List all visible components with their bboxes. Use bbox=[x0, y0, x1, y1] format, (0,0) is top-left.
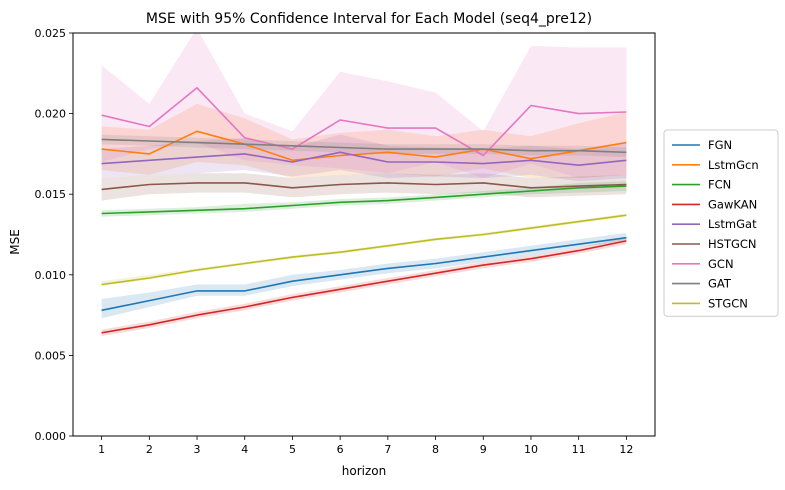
x-tick-label: 12 bbox=[619, 443, 633, 456]
legend-label: STGCN bbox=[708, 296, 748, 310]
y-tick-label: 0.025 bbox=[35, 27, 67, 40]
ci-band-lstmgcn bbox=[101, 103, 627, 179]
plot-frame bbox=[72, 32, 656, 437]
confidence-bands bbox=[101, 33, 627, 337]
series-line-lstmgcn bbox=[101, 130, 627, 162]
x-tick-label: 1 bbox=[98, 443, 105, 456]
y-tick-label: 0.010 bbox=[35, 269, 67, 282]
legend-label: LstmGat bbox=[708, 217, 757, 231]
series-line-lstmgat bbox=[101, 151, 627, 166]
x-axis-label: horizon bbox=[342, 464, 386, 478]
ci-band-gcn bbox=[101, 33, 627, 179]
x-tick-label: 8 bbox=[432, 443, 439, 456]
series-line-hstgcn bbox=[101, 182, 627, 191]
y-tick-label: 0.000 bbox=[35, 430, 67, 443]
legend-label: FGN bbox=[708, 138, 732, 152]
x-tick-label: 7 bbox=[384, 443, 391, 456]
legend-label: GAT bbox=[708, 277, 732, 291]
ci-band-fgn bbox=[101, 232, 627, 319]
y-axis-ticks: 0.000 0.005 0.010 0.015 0.020 0.025 bbox=[35, 27, 73, 443]
legend: FGN LstmGcn FCN GawKAN LstmGat HSTGCN GCN GAT ST… bbox=[663, 129, 779, 317]
legend-label: HSTGCN bbox=[708, 237, 757, 251]
ci-band-fcn bbox=[101, 181, 627, 217]
series-line-fcn bbox=[101, 185, 627, 215]
series-line-gawkan bbox=[101, 240, 627, 334]
y-tick-label: 0.020 bbox=[35, 108, 67, 121]
x-tick-label: 5 bbox=[289, 443, 296, 456]
series-lines bbox=[101, 87, 627, 334]
series-line-stgcn bbox=[101, 214, 627, 286]
y-tick-label: 0.005 bbox=[35, 349, 67, 362]
y-axis-label: MSE bbox=[8, 229, 22, 255]
y-tick-label: 0.015 bbox=[35, 188, 67, 201]
x-tick-label: 4 bbox=[241, 443, 248, 456]
chart-title: MSE with 95% Confidence Interval for Eac… bbox=[146, 11, 592, 27]
ci-band-gawkan bbox=[101, 237, 627, 337]
legend-label: FCN bbox=[708, 178, 731, 192]
x-tick-label: 3 bbox=[194, 443, 201, 456]
legend-label: GawKAN bbox=[708, 197, 757, 211]
x-tick-label: 11 bbox=[572, 443, 586, 456]
series-line-gat bbox=[101, 138, 627, 154]
series-line-gcn bbox=[101, 87, 627, 157]
series-line-fgn bbox=[101, 236, 627, 312]
x-axis-ticks: 1 2 3 4 5 6 7 8 9 10 11 12 bbox=[98, 436, 633, 456]
x-tick-label: 2 bbox=[146, 443, 153, 456]
legend-label: GCN bbox=[708, 257, 734, 271]
legend-box bbox=[663, 129, 779, 317]
legend-label: LstmGcn bbox=[708, 158, 759, 172]
x-tick-label: 9 bbox=[480, 443, 487, 456]
x-tick-label: 10 bbox=[524, 443, 538, 456]
x-tick-label: 6 bbox=[337, 443, 344, 456]
